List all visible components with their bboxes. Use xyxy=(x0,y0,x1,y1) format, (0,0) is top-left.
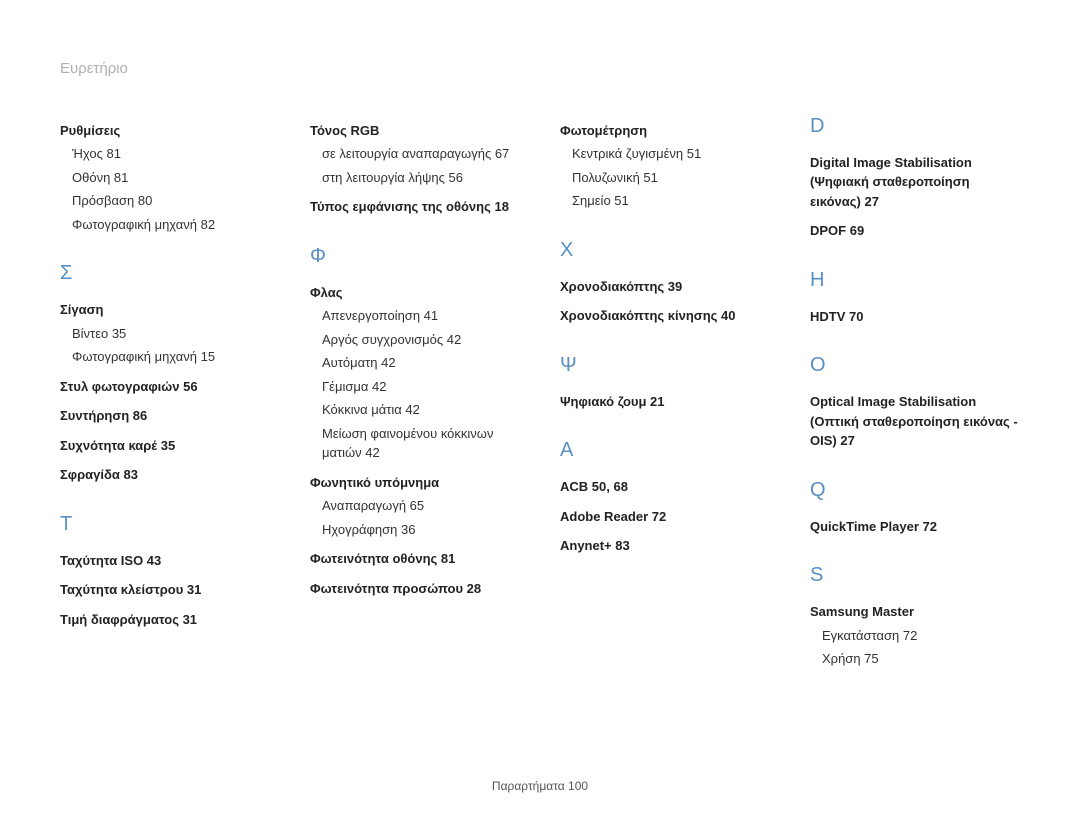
entry-syntirisi: Συντήρηση 86 xyxy=(60,406,270,426)
page-footer: Παραρτήματα 100 xyxy=(0,777,1080,795)
entry-foteinothita2: Φωτεινότητα προσώπου 28 xyxy=(310,579,520,599)
sub-f1: Απενεργοποίηση 41 xyxy=(322,306,520,326)
sub-prosvasi: Πρόσβαση 80 xyxy=(72,191,270,211)
entry-tonos: Τόνος RGB xyxy=(310,121,520,141)
entry-qt: QuickTime Player 72 xyxy=(810,517,1020,537)
entry-hdtv: HDTV 70 xyxy=(810,307,1020,327)
sub-f5: Κόκκινα μάτια 42 xyxy=(322,400,520,420)
entry-syxnotita: Συχνότητα καρέ 35 xyxy=(60,436,270,456)
heading-h: H xyxy=(810,265,1020,295)
column-2: Τόνος RGB σε λειτουργία αναπαραγωγής 67 … xyxy=(310,111,520,673)
sub-f4: Γέμισμα 42 xyxy=(322,377,520,397)
sub-fotografiki2: Φωτογραφική μηχανή 15 xyxy=(72,347,270,367)
heading-q: Q xyxy=(810,475,1020,505)
heading-s: S xyxy=(810,560,1020,590)
heading-a: A xyxy=(560,435,770,465)
column-4: D Digital Image Stabilisation (Ψηφιακή σ… xyxy=(810,111,1020,673)
index-columns: Ρυθμίσεις Ήχος 81 Οθόνη 81 Πρόσβαση 80 Φ… xyxy=(60,111,1020,673)
entry-foteinothita: Φωτεινότητα οθόνης 81 xyxy=(310,549,520,569)
entry-adobe: Adobe Reader 72 xyxy=(560,507,770,527)
entry-anynet: Anynet+ 83 xyxy=(560,536,770,556)
entry-styl: Στυλ φωτογραφιών 56 xyxy=(60,377,270,397)
entry-sfragida: Σφραγίδα 83 xyxy=(60,465,270,485)
column-1: Ρυθμίσεις Ήχος 81 Οθόνη 81 Πρόσβαση 80 Φ… xyxy=(60,111,270,673)
entry-psifiako: Ψηφιακό ζουμ 21 xyxy=(560,392,770,412)
entry-sm: Samsung Master xyxy=(810,602,1020,622)
entry-acb: ACB 50, 68 xyxy=(560,477,770,497)
entry-rythmiseis: Ρυθμίσεις xyxy=(60,121,270,141)
heading-d: D xyxy=(810,111,1020,141)
sub-f3: Αυτόματη 42 xyxy=(322,353,520,373)
entry-flas: Φλας xyxy=(310,283,520,303)
sub-f2: Αργός συγχρονισμός 42 xyxy=(322,330,520,350)
sub-fon2: Ηχογράφηση 36 xyxy=(322,520,520,540)
sub-sm1: Εγκατάσταση 72 xyxy=(822,626,1020,646)
sub-tonos1: σε λειτουργία αναπαραγωγής 67 xyxy=(322,144,520,164)
heading-tau: Τ xyxy=(60,509,270,539)
sub-othoni: Οθόνη 81 xyxy=(72,168,270,188)
heading-o: O xyxy=(810,350,1020,380)
entry-sigasi: Σίγαση xyxy=(60,300,270,320)
sub-fotografiki: Φωτογραφική μηχανή 82 xyxy=(72,215,270,235)
sub-f6: Μείωση φαινομένου κόκκινων ματιών 42 xyxy=(322,424,520,463)
entry-xrono: Χρονοδιακόπτης 39 xyxy=(560,277,770,297)
column-3: Φωτομέτρηση Κεντρικά ζυγισμένη 51 Πολυζω… xyxy=(560,111,770,673)
sub-vinteo: Βίντεο 35 xyxy=(72,324,270,344)
entry-dpof: DPOF 69 xyxy=(810,221,1020,241)
entry-typos: Τύπος εμφάνισης της οθόνης 18 xyxy=(310,197,520,217)
entry-taxISO: Ταχύτητα ISO 43 xyxy=(60,551,270,571)
sub-tonos2: στη λειτουργία λήψης 56 xyxy=(322,168,520,188)
sub-sm2: Χρήση 75 xyxy=(822,649,1020,669)
sub-ixos: Ήχος 81 xyxy=(72,144,270,164)
entry-xrono2: Χρονοδιακόπτης κίνησης 40 xyxy=(560,306,770,326)
heading-psi: Ψ xyxy=(560,350,770,380)
entry-fonitiko: Φωνητικό υπόμνημα xyxy=(310,473,520,493)
entry-taxKleistrou: Ταχύτητα κλείστρου 31 xyxy=(60,580,270,600)
heading-phi: Φ xyxy=(310,241,520,271)
sub-fon1: Αναπαραγωγή 65 xyxy=(322,496,520,516)
sub-fm3: Σημείο 51 xyxy=(572,191,770,211)
heading-chi: Χ xyxy=(560,235,770,265)
page-title: Ευρετήριο xyxy=(60,58,1020,81)
entry-dis: Digital Image Stabilisation (Ψηφιακή στα… xyxy=(810,153,1020,212)
heading-sigma: Σ xyxy=(60,258,270,288)
entry-timi: Τιμή διαφράγματος 31 xyxy=(60,610,270,630)
sub-fm2: Πολυζωνική 51 xyxy=(572,168,770,188)
entry-ois: Optical Image Stabilisation (Οπτική σταθ… xyxy=(810,392,1020,451)
entry-fotometrisi: Φωτομέτρηση xyxy=(560,121,770,141)
sub-fm1: Κεντρικά ζυγισμένη 51 xyxy=(572,144,770,164)
